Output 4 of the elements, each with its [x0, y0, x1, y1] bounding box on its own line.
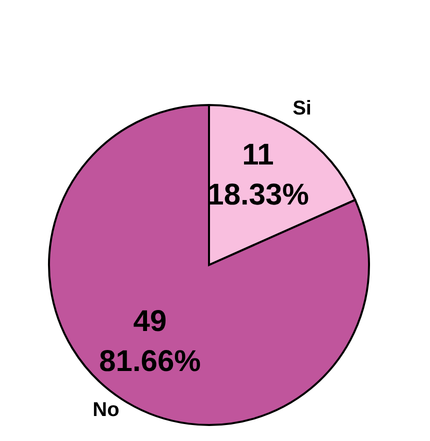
slice-label: No: [92, 399, 120, 422]
slice-label: Si: [292, 97, 312, 120]
data-label: 11 18.33%: [207, 138, 309, 212]
data-label: 49 81.66%: [99, 305, 201, 378]
